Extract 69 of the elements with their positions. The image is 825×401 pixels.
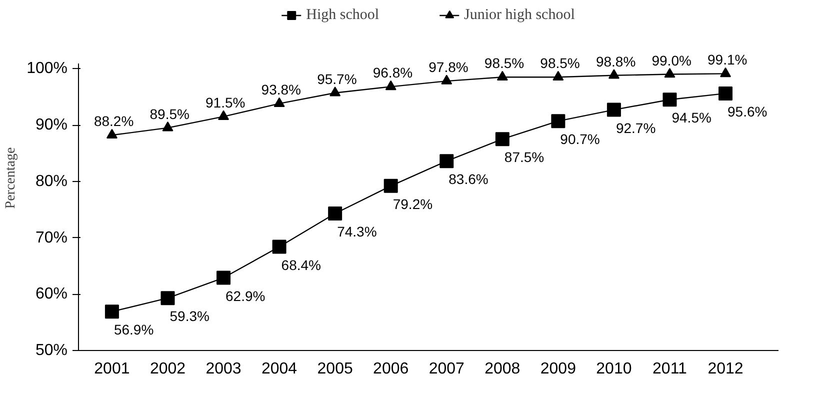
point (440, 154, 454, 168)
x-tick-label: 2006 (373, 360, 409, 378)
y-axis-title: Percentage (4, 147, 19, 209)
point (720, 67, 732, 78)
point (441, 74, 452, 84)
data-label: 96.8% (372, 64, 413, 81)
point (551, 114, 566, 128)
point (106, 128, 118, 139)
data-label: 92.7% (616, 120, 656, 136)
data-label: 95.6% (728, 103, 768, 120)
data-label: 99.0% (652, 52, 692, 68)
data-label: 91.5% (206, 94, 246, 111)
point (496, 70, 508, 80)
point (552, 70, 564, 80)
y-tick-label: 60% (35, 286, 68, 303)
data-label: 98.8% (596, 53, 636, 70)
data-label: 83.6% (448, 171, 488, 188)
data-label: 62.9% (226, 288, 266, 304)
data-label: 88.2% (94, 113, 134, 130)
y-tick-label: 70% (35, 229, 68, 246)
x-tick-label: 2009 (540, 360, 576, 378)
data-label: 74.3% (337, 224, 377, 240)
data-label: 95.7% (317, 70, 357, 87)
x-tick-label: 2001 (94, 360, 130, 378)
point (664, 68, 676, 78)
data-label: 89.5% (150, 106, 190, 122)
point (662, 92, 677, 107)
data-label: 87.5% (504, 149, 544, 166)
data-label: 93.8% (261, 82, 301, 98)
data-label: 98.5% (540, 55, 580, 72)
point (608, 69, 620, 79)
point (274, 97, 285, 107)
data-label: 94.5% (672, 110, 712, 126)
legend-label: Junior high school (464, 6, 575, 24)
point (218, 110, 230, 120)
point (495, 132, 510, 146)
x-tick-label: 2003 (206, 360, 242, 378)
data-label: 99.1% (708, 52, 748, 68)
x-tick-label: 2004 (262, 360, 298, 378)
point (385, 80, 396, 90)
y-tick-label: 100% (26, 60, 68, 78)
x-tick-label: 2008 (484, 360, 520, 378)
point (104, 304, 119, 319)
point (272, 240, 286, 254)
data-label: 90.7% (560, 131, 600, 148)
point (160, 291, 175, 306)
y-tick-label: 50% (35, 342, 68, 359)
data-label: 79.2% (392, 196, 433, 212)
y-tick-label: 80% (35, 172, 68, 190)
point (216, 270, 231, 285)
data-label: 97.8% (428, 59, 468, 76)
data-label: 59.3% (170, 308, 210, 324)
data-label: 98.5% (484, 55, 524, 72)
x-tick-label: 2012 (708, 360, 744, 378)
legend-label: High school (306, 6, 380, 24)
y-tick-label: 90% (35, 116, 68, 134)
x-tick-label: 2005 (317, 360, 353, 378)
x-tick-label: 2002 (150, 360, 186, 378)
point (384, 178, 398, 193)
data-label: 56.9% (114, 322, 154, 338)
x-tick-label: 2011 (652, 360, 688, 378)
x-tick-label: 2010 (596, 360, 632, 378)
data-label: 68.4% (281, 256, 321, 273)
point (330, 86, 341, 96)
x-tick-label: 2007 (428, 360, 465, 378)
point (718, 86, 733, 100)
point (328, 206, 342, 221)
point (606, 102, 621, 117)
point (162, 122, 174, 132)
